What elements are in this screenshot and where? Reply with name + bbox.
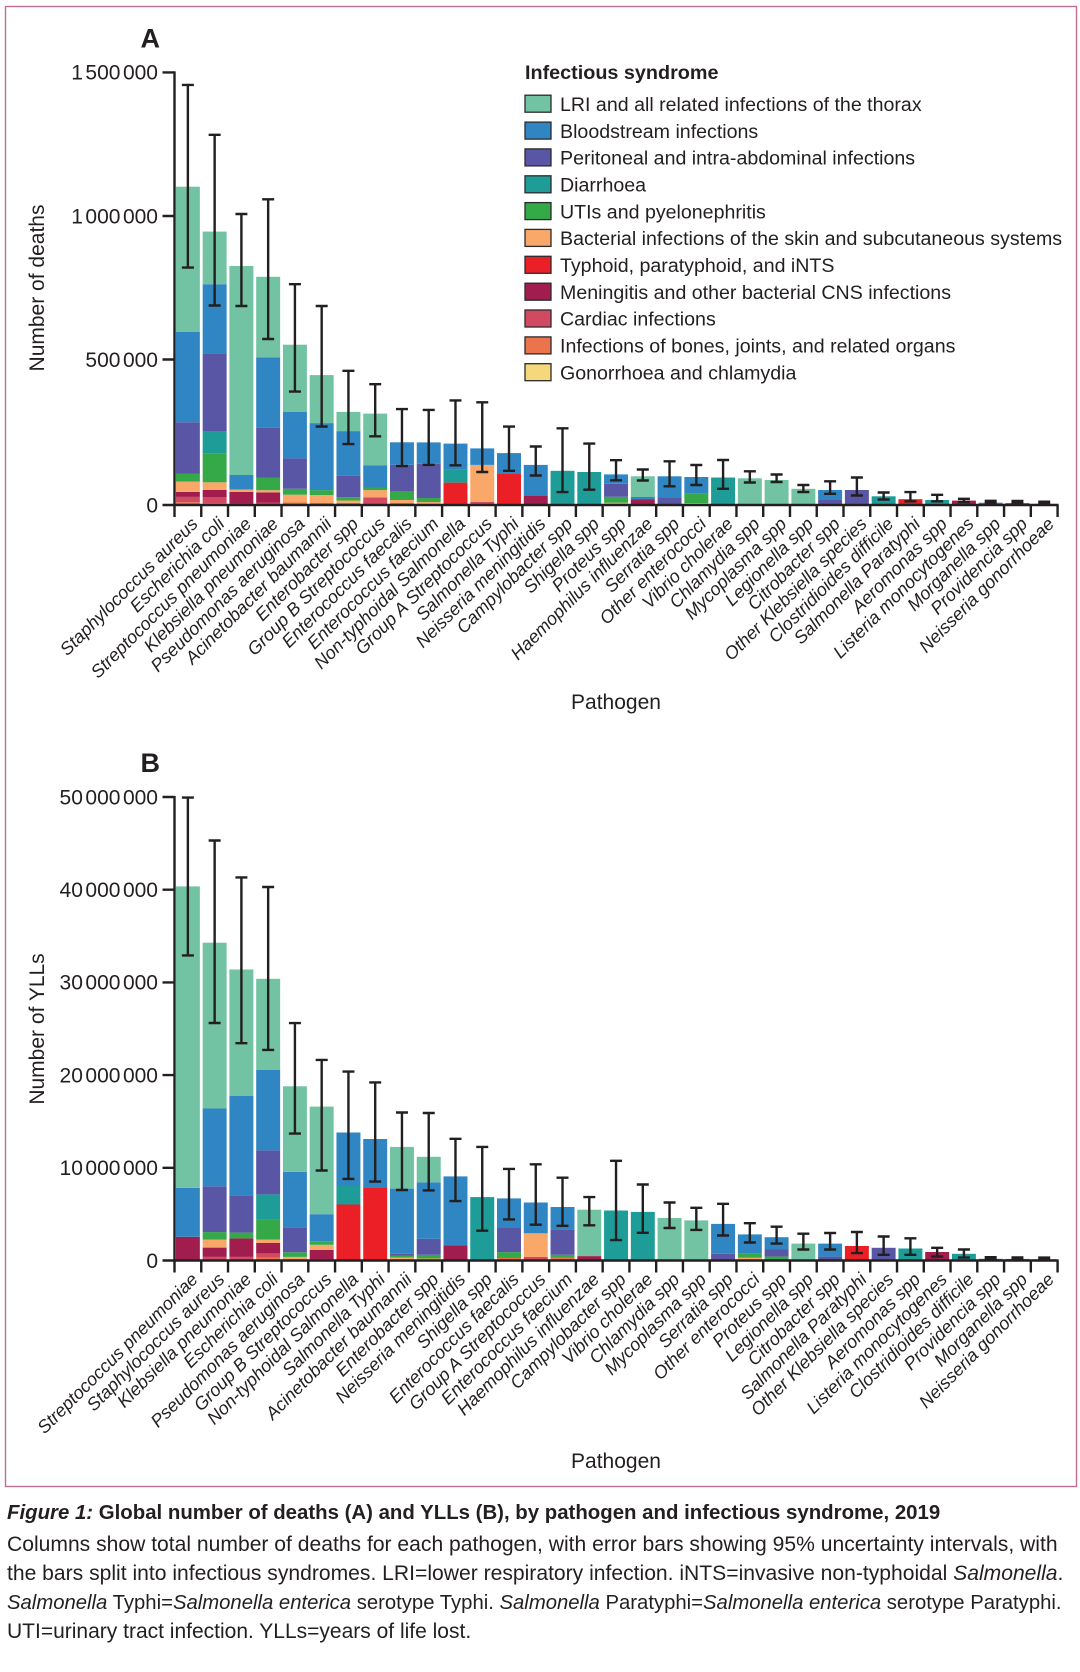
svg-text:the bars split into infectious: the bars split into infectious syndromes… bbox=[7, 1562, 1063, 1585]
svg-text:Peritoneal and intra-abdominal: Peritoneal and intra-abdominal infection… bbox=[560, 148, 915, 170]
svg-text:Pathogen: Pathogen bbox=[571, 691, 661, 714]
svg-text:LRI and all related infections: LRI and all related infections of the th… bbox=[560, 94, 922, 116]
svg-text:Salmonella Typhi=Salmonella en: Salmonella Typhi=Salmonella enterica ser… bbox=[7, 1592, 1062, 1614]
svg-text:UTI=urinary tract infection. Y: UTI=urinary tract infection. YLLs=years … bbox=[7, 1620, 471, 1643]
svg-text:Meningitis and other bacterial: Meningitis and other bacterial CNS infec… bbox=[560, 282, 951, 304]
svg-text:A: A bbox=[141, 24, 161, 54]
svg-text:Columns show total number of d: Columns show total number of deaths for … bbox=[7, 1533, 1058, 1556]
svg-text:Bacterial infections of the sk: Bacterial infections of the skin and sub… bbox=[560, 228, 1062, 250]
svg-text:Diarrhoea: Diarrhoea bbox=[560, 174, 646, 196]
svg-text:0: 0 bbox=[146, 1250, 158, 1273]
svg-text:Number of YLLs: Number of YLLs bbox=[26, 953, 49, 1104]
svg-text:Bloodstream infections: Bloodstream infections bbox=[560, 121, 758, 143]
svg-text:0: 0 bbox=[146, 494, 158, 517]
svg-text:Figure 1: Global number of dea: Figure 1: Global number of deaths (A) an… bbox=[7, 1502, 940, 1524]
svg-text:UTIs and pyelonephritis: UTIs and pyelonephritis bbox=[560, 201, 766, 223]
svg-text:B: B bbox=[141, 748, 161, 778]
svg-text:Typhoid, paratyphoid, and iNTS: Typhoid, paratyphoid, and iNTS bbox=[560, 255, 834, 277]
svg-text:Number of deaths: Number of deaths bbox=[26, 205, 49, 372]
svg-text:Infections of bones, joints, a: Infections of bones, joints, and related… bbox=[560, 336, 956, 358]
svg-text:Infectious syndrome: Infectious syndrome bbox=[525, 62, 718, 84]
svg-text:Gonorrhoea and chlamydia: Gonorrhoea and chlamydia bbox=[560, 362, 796, 384]
svg-text:Pathogen: Pathogen bbox=[571, 1450, 661, 1473]
svg-text:Cardiac infections: Cardiac infections bbox=[560, 309, 716, 331]
